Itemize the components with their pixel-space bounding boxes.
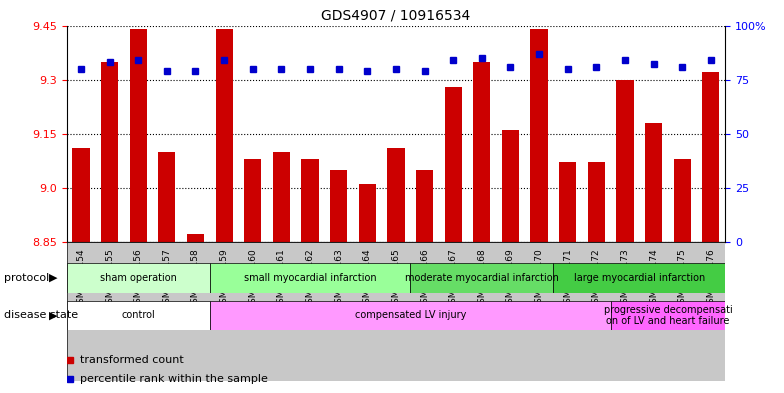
Text: GSM1151174: GSM1151174	[649, 249, 658, 309]
Text: GSM1151176: GSM1151176	[706, 249, 715, 309]
Text: GSM1151172: GSM1151172	[592, 249, 601, 309]
Text: GSM1151173: GSM1151173	[620, 249, 630, 309]
Text: GSM1151170: GSM1151170	[535, 249, 543, 309]
Text: GSM1151156: GSM1151156	[134, 249, 143, 309]
Text: transformed count: transformed count	[80, 354, 183, 365]
Text: percentile rank within the sample: percentile rank within the sample	[80, 374, 267, 384]
Text: ▶: ▶	[49, 310, 58, 320]
Text: disease state: disease state	[4, 310, 78, 320]
Bar	[101, 62, 118, 242]
Text: GSM1151157: GSM1151157	[162, 249, 172, 309]
Bar	[645, 123, 662, 242]
Bar	[416, 170, 433, 242]
Text: compensated LV injury: compensated LV injury	[354, 310, 466, 320]
Bar	[67, 301, 210, 330]
Bar	[673, 159, 691, 242]
Bar	[244, 159, 261, 242]
Bar	[330, 170, 347, 242]
Text: GSM1151164: GSM1151164	[363, 249, 372, 309]
Text: GSM1151155: GSM1151155	[105, 249, 114, 309]
Bar	[216, 29, 233, 242]
Text: large myocardial infarction: large myocardial infarction	[574, 273, 705, 283]
Text: GSM1151166: GSM1151166	[420, 249, 429, 309]
Text: GSM1151168: GSM1151168	[477, 249, 486, 309]
Text: moderate myocardial infarction: moderate myocardial infarction	[405, 273, 559, 283]
Text: GSM1151158: GSM1151158	[191, 249, 200, 309]
Bar	[359, 184, 376, 242]
Bar	[301, 159, 318, 242]
Text: small myocardial infarction: small myocardial infarction	[244, 273, 376, 283]
Bar	[611, 301, 725, 330]
Bar	[410, 263, 554, 293]
Bar	[158, 152, 176, 242]
Bar	[474, 62, 491, 242]
Bar	[559, 162, 576, 242]
Text: GSM1151165: GSM1151165	[391, 249, 401, 309]
Title: GDS4907 / 10916534: GDS4907 / 10916534	[321, 9, 470, 23]
Text: GSM1151167: GSM1151167	[448, 249, 458, 309]
Text: GSM1151160: GSM1151160	[249, 249, 257, 309]
Bar	[67, 263, 210, 293]
Bar	[187, 235, 204, 242]
Bar	[210, 263, 410, 293]
Text: GSM1151159: GSM1151159	[220, 249, 229, 309]
Text: GSM1151175: GSM1151175	[677, 249, 687, 309]
Bar	[387, 148, 405, 242]
Text: GSM1151171: GSM1151171	[563, 249, 572, 309]
Text: GSM1151163: GSM1151163	[334, 249, 343, 309]
Bar	[273, 152, 290, 242]
Text: sham operation: sham operation	[100, 273, 176, 283]
Bar	[445, 87, 462, 242]
Bar	[72, 148, 89, 242]
Bar	[210, 301, 611, 330]
Bar	[616, 79, 633, 242]
Bar	[502, 130, 519, 242]
Bar	[588, 162, 605, 242]
Bar	[554, 263, 725, 293]
Bar	[702, 72, 720, 242]
Text: progressive decompensati
on of LV and heart failure: progressive decompensati on of LV and he…	[604, 305, 732, 326]
Bar	[531, 29, 548, 242]
Text: GSM1151162: GSM1151162	[306, 249, 314, 309]
Text: control: control	[122, 310, 155, 320]
Text: GSM1151169: GSM1151169	[506, 249, 515, 309]
Text: ▶: ▶	[49, 273, 58, 283]
Bar	[129, 29, 147, 242]
Text: GSM1151154: GSM1151154	[77, 249, 85, 309]
Text: protocol: protocol	[4, 273, 49, 283]
Text: GSM1151161: GSM1151161	[277, 249, 286, 309]
